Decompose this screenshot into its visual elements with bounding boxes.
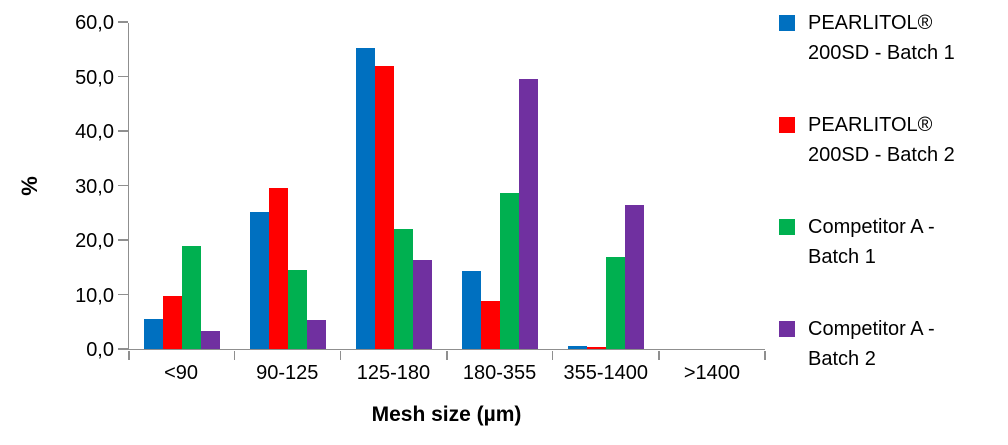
legend-label: PEARLITOL® 200SD - Batch 2 (808, 110, 955, 170)
x-axis-tick (446, 351, 448, 360)
legend-label: PEARLITOL® 200SD - Batch 1 (808, 8, 955, 68)
y-axis-tick (118, 75, 128, 78)
bar (375, 65, 394, 349)
legend-label-line: 200SD - Batch 1 (808, 42, 955, 64)
y-tick-label: 20,0 (75, 230, 114, 252)
bar (269, 187, 288, 349)
x-tick-label: 180-355 (462, 362, 537, 384)
legend-label-line: 200SD - Batch 2 (808, 144, 955, 166)
bar (356, 48, 375, 349)
legend-label: Competitor A - Batch 1 (808, 212, 935, 272)
legend-label-line: Batch 2 (808, 348, 876, 370)
bar (568, 346, 587, 349)
y-axis-title: % (17, 176, 42, 196)
x-axis-tick (551, 351, 554, 360)
bar (394, 229, 413, 349)
legend-swatch-icon (779, 15, 795, 31)
bar (182, 246, 201, 349)
bar (625, 205, 644, 349)
y-tick-label: 0,0 (86, 339, 114, 361)
bar-group->1400 (659, 23, 765, 349)
legend-swatch-icon (779, 117, 795, 133)
y-tick-label: 10,0 (75, 284, 114, 307)
x-axis-tick (764, 351, 766, 360)
x-tick-label: 90-125 (256, 362, 319, 384)
legend-swatch-icon (779, 219, 795, 235)
x-tick-label: >1400 (683, 362, 740, 384)
legend-label-line: PEARLITOL® (808, 12, 933, 34)
y-tick-label: 60,0 (75, 12, 114, 34)
y-tick-label: 30,0 (75, 175, 114, 198)
legend-label-line: PEARLITOL® (808, 114, 933, 136)
bar (519, 79, 538, 349)
bar (481, 300, 500, 349)
bar (144, 319, 163, 349)
bar (413, 260, 432, 349)
y-axis-tick (118, 21, 128, 23)
bar (606, 257, 625, 349)
x-axis-tick (658, 351, 660, 360)
legend-label-line: Competitor A - (808, 216, 935, 238)
y-tick-label: 50,0 (75, 66, 114, 89)
bar-group-<90 (129, 23, 235, 349)
legend-label-line: Competitor A - (808, 318, 935, 340)
legend-item: PEARLITOL® 200SD - Batch 1 (779, 8, 1003, 68)
bar-group-180-355 (447, 23, 553, 349)
bar (307, 320, 326, 349)
x-axis-tick (339, 351, 342, 360)
x-tick-label: 125-180 (356, 362, 431, 384)
x-axis-title: Mesh size (µm) (371, 403, 522, 426)
legend: PEARLITOL® 200SD - Batch 1 PEARLITOL® 200SD… (779, 8, 1003, 416)
x-axis-tick-labels: <90 90-125 125-180 180-355 355-1400 >1400 (128, 361, 765, 385)
legend-swatch-icon (779, 321, 795, 337)
legend-label-line: Batch 1 (808, 246, 876, 268)
x-tick-label: <90 (164, 362, 199, 384)
bar (288, 269, 307, 349)
bar-group-90-125 (235, 23, 341, 349)
y-axis-tick (118, 293, 128, 296)
y-axis-tick (118, 348, 128, 350)
bar (250, 211, 269, 349)
x-axis-tick (128, 351, 130, 360)
legend-item: PEARLITOL® 200SD - Batch 2 (779, 110, 1003, 170)
bar-group-355-1400 (553, 23, 659, 349)
plot-area (118, 21, 766, 360)
y-axis-tick (118, 130, 128, 132)
legend-item: Competitor A - Batch 2 (779, 314, 1003, 374)
bar (163, 296, 182, 349)
bar (587, 347, 606, 349)
bar (462, 270, 481, 349)
bar-group-125-180 (341, 23, 447, 349)
y-axis-tick-labels: 0,0 10,0 20,0 30,0 40,0 50,0 60,0 (44, 12, 114, 361)
legend-item: Competitor A - Batch 1 (779, 212, 1003, 272)
x-tick-label: 355-1400 (563, 362, 648, 384)
x-axis-tick (233, 351, 236, 360)
y-axis-tick (118, 184, 128, 187)
y-axis-tick (118, 239, 128, 241)
y-tick-label: 40,0 (75, 121, 114, 143)
legend-label: Competitor A - Batch 2 (808, 314, 935, 374)
bar (500, 192, 519, 349)
bar (201, 331, 220, 349)
